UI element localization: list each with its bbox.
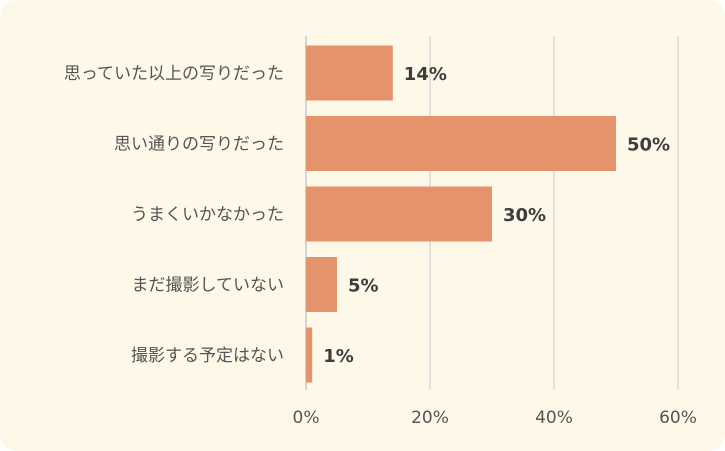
category-label-5: 撮影する予定はない: [131, 346, 284, 366]
x-axis-ticks: 0% 20% 40% 60%: [293, 408, 697, 428]
bar-1: [306, 45, 393, 101]
category-labels: 思っていた以上の写りだった思い通りの写りだったうまくいかなかったまだ撮影していな…: [64, 64, 284, 366]
bar-2: [306, 116, 616, 171]
data-labels: 14% 50% 30% 5% 1%: [323, 64, 670, 367]
data-label-2: 50%: [627, 135, 670, 156]
category-label-2: 思い通りの写りだった: [114, 135, 284, 155]
x-tick-label-0: 0%: [293, 408, 320, 428]
data-label-1: 14%: [404, 64, 447, 85]
bars: [306, 45, 616, 383]
x-tick-label-40: 40%: [535, 408, 573, 428]
x-tick-label-20: 20%: [411, 408, 449, 428]
category-label-1: 思っていた以上の写りだった: [64, 64, 284, 84]
x-tick-label-60: 60%: [659, 408, 697, 428]
bar-3: [306, 186, 492, 242]
data-label-5: 1%: [323, 346, 354, 367]
data-label-3: 30%: [503, 205, 546, 226]
bar-5: [306, 327, 313, 383]
category-label-3: うまくいかなかった: [131, 205, 284, 225]
data-label-4: 5%: [348, 276, 379, 297]
category-label-4: まだ撮影していない: [132, 276, 285, 296]
bar-4: [306, 257, 337, 312]
